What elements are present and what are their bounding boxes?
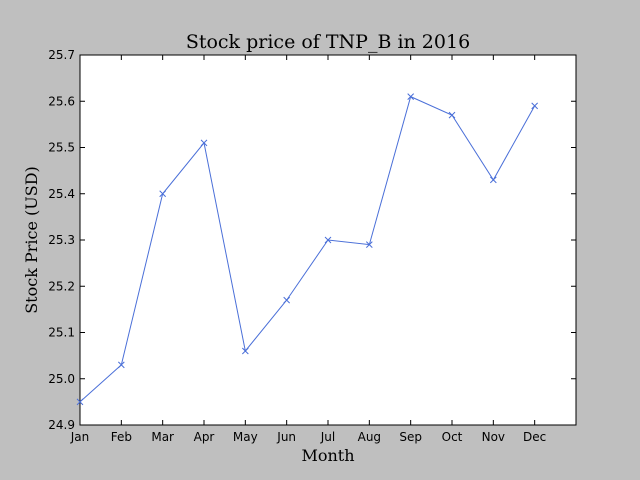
y-axis-label: Stock Price (USD) xyxy=(22,166,41,314)
x-tick-label: Dec xyxy=(523,430,546,444)
y-tick-label: 25.5 xyxy=(48,141,75,155)
x-tick-label: Jul xyxy=(320,430,335,444)
x-axis-label: Month xyxy=(301,446,354,465)
y-tick-label: 25.0 xyxy=(48,372,75,386)
x-tick-label: Mar xyxy=(151,430,174,444)
y-tick-label: 25.7 xyxy=(48,48,75,62)
y-tick-label: 25.2 xyxy=(48,279,75,293)
x-tick-labels: Jan Feb Mar Apr May Jun Jul Aug Sep Oct Nov Dec xyxy=(70,430,547,444)
y-tick-label: 24.9 xyxy=(48,418,75,432)
y-tick-label: 25.4 xyxy=(48,187,75,201)
y-tick-label: 25.1 xyxy=(48,326,75,340)
x-tick-label: Jan xyxy=(70,430,90,444)
y-tick-labels: 24.9 25.0 25.1 25.2 25.3 25.4 25.5 25.6 25.7 xyxy=(48,48,75,432)
x-tick-label: Apr xyxy=(194,430,215,444)
y-tick-label: 25.6 xyxy=(48,94,75,108)
x-tick-label: May xyxy=(233,430,258,444)
x-tick-label: Oct xyxy=(442,430,463,444)
y-tick-label: 25.3 xyxy=(48,233,75,247)
x-tick-label: Aug xyxy=(358,430,381,444)
x-tick-label: Feb xyxy=(111,430,132,444)
x-tick-label: Nov xyxy=(482,430,505,444)
x-tick-label: Sep xyxy=(399,430,422,444)
chart-title: Stock price of TNP_B in 2016 xyxy=(186,31,470,53)
x-tick-label: Jun xyxy=(276,430,296,444)
